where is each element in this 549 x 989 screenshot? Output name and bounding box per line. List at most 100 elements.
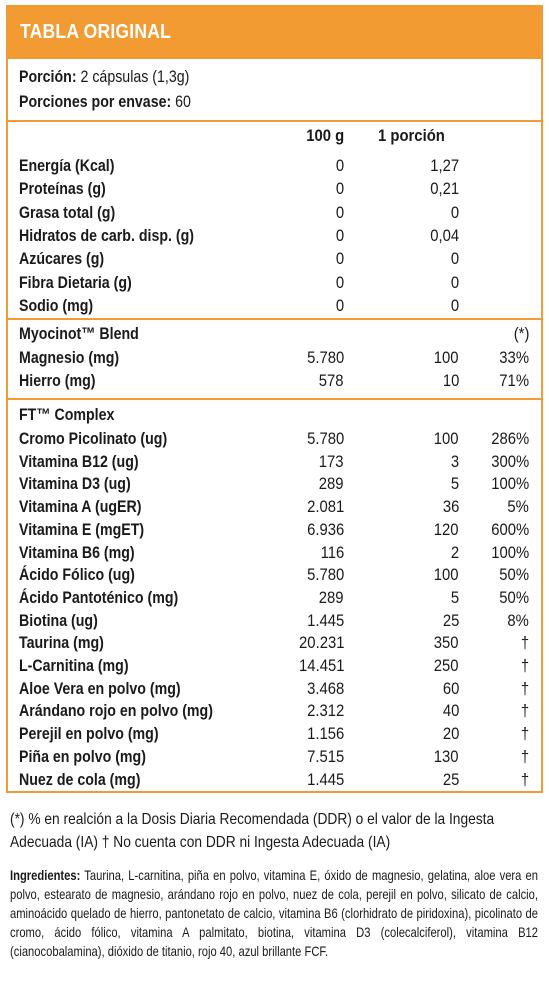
value-percent: 8%	[507, 611, 529, 630]
nutrient-name: Hidratos de carb. disp. (g)	[19, 226, 195, 245]
value-per-portion: 0	[450, 273, 459, 292]
ft-title-row: FT™ Complex	[8, 406, 541, 428]
value-per-100g: 0	[335, 273, 344, 292]
nutrient-name: Sodio (mg)	[19, 296, 94, 315]
value-per-portion: 0	[450, 250, 459, 269]
per-container-value: 60	[175, 93, 191, 111]
nutrient-name: Ácido Fólico (ug)	[19, 566, 135, 585]
value-per-portion: 40	[442, 702, 459, 721]
nutrient-name: Biotina (ug)	[19, 611, 98, 630]
value-per-portion: 250	[434, 657, 459, 675]
value-per-100g: 0	[335, 296, 344, 315]
value-per-100g: 14.451	[298, 657, 344, 675]
nutrition-row: Hidratos de carb. disp. (g) 0 0,04	[8, 227, 541, 249]
col-per100-header: 100 g	[306, 127, 344, 145]
value-per-portion: 36	[442, 498, 459, 517]
ingredients: Ingredientes: Taurina, L-carnitina, piña…	[10, 866, 538, 961]
value-per-100g: 2.312	[306, 702, 344, 721]
value-per-portion: 130	[434, 747, 459, 766]
value-percent: †	[520, 657, 529, 675]
ft-row: Ácido Fólico (ug) 5.780 100 50%	[8, 566, 541, 588]
nutrient-name: Vitamina E (mgET)	[19, 520, 145, 539]
ft-row: Arándano rojo en polvo (mg) 2.312 40 †	[8, 702, 541, 724]
ft-row: Piña en polvo (mg) 7.515 130 †	[8, 748, 541, 770]
nutrition-row: Azúcares (g) 0 0	[8, 250, 541, 272]
nutrition-section: 100 g 1 porción Energía (Kcal) 0 1,27 Prote…	[8, 120, 541, 320]
portion-label: Porción:	[19, 68, 77, 86]
nutrient-name: Hierro (mg)	[19, 371, 96, 390]
pct-header: (*)	[513, 325, 529, 343]
value-percent: †	[520, 725, 529, 744]
value-per-portion: 2	[450, 543, 459, 562]
nutrient-name: Arándano rojo en polvo (mg)	[19, 702, 213, 721]
value-per-100g: 116	[320, 543, 344, 562]
value-per-100g: 7.515	[306, 747, 344, 766]
ft-row: Vitamina A (ugER) 2.081 36 5%	[8, 498, 541, 520]
value-per-portion: 3	[450, 452, 459, 471]
value-percent: †	[520, 634, 529, 653]
value-per-portion: 25	[442, 611, 459, 630]
value-per-100g: 0	[335, 157, 344, 175]
nutrient-name: Vitamina B6 (mg)	[19, 543, 135, 562]
myocinot-row: Hierro (mg) 578 10 71%	[8, 372, 541, 394]
value-per-portion: 60	[442, 679, 459, 698]
portion-value: 2 cápsulas (1,3g)	[80, 68, 190, 86]
nutrition-row: Sodio (mg) 0 0	[8, 297, 541, 319]
value-percent: 33%	[499, 349, 529, 367]
serving-section: Porción: 2 cápsulas (1,3g) Porciones por…	[8, 57, 541, 122]
nutrient-name: Vitamina A (ugER)	[19, 498, 142, 517]
nutrient-name: Fibra Dietaria (g)	[19, 273, 132, 292]
value-percent: 286%	[491, 430, 529, 448]
value-per-portion: 10	[442, 371, 459, 390]
value-per-100g: 1.445	[306, 611, 344, 630]
value-per-portion: 0	[450, 203, 459, 222]
ft-row: Vitamina B12 (ug) 173 3 300%	[8, 453, 541, 475]
value-per-portion: 100	[434, 349, 459, 367]
nutrient-name: Aloe Vera en polvo (mg)	[19, 679, 181, 698]
ingredients-text: Taurina, L-carnitina, piña en polvo, vit…	[10, 867, 538, 959]
value-per-100g: 173	[319, 452, 344, 471]
value-per-portion: 1,27	[430, 157, 459, 175]
value-per-portion: 0,21	[430, 180, 459, 199]
value-per-portion: 0,04	[430, 226, 459, 245]
table-title: TABLA ORIGINAL	[20, 20, 172, 43]
value-percent: †	[520, 747, 529, 766]
ft-row: Vitamina E (mgET) 6.936 120 600%	[8, 521, 541, 543]
value-per-100g: 5.780	[306, 566, 344, 585]
myocinot-row: Magnesio (mg) 5.780 100 33%	[8, 349, 541, 371]
value-per-100g: 1.156	[306, 725, 344, 744]
value-per-100g: 289	[319, 475, 344, 494]
value-per-100g: 5.780	[306, 430, 344, 448]
nutrient-name: Proteínas (g)	[19, 180, 106, 199]
value-percent: †	[520, 702, 529, 721]
table-header: TABLA ORIGINAL	[8, 7, 541, 57]
nutrition-row: Energía (Kcal) 0 1,27	[8, 157, 541, 179]
value-per-100g: 0	[335, 250, 344, 269]
nutrient-name: Ácido Pantoténico (mg)	[19, 588, 179, 607]
value-per-portion: 350	[434, 634, 459, 653]
value-per-portion: 100	[434, 566, 459, 585]
per-container-line: Porciones por envase: 60	[19, 93, 191, 112]
myocinot-title: Myocinot™ Blend	[19, 325, 139, 343]
value-per-100g: 3.468	[306, 679, 344, 698]
myocinot-title-row: Myocinot™ Blend (*)	[8, 325, 541, 347]
nutrient-name: Piña en polvo (mg)	[19, 747, 146, 766]
value-percent: †	[520, 770, 529, 789]
value-per-100g: 6.936	[306, 520, 344, 539]
ft-row: Vitamina D3 (ug) 289 5 100%	[8, 475, 541, 497]
value-per-portion: 20	[442, 725, 459, 744]
value-per-portion: 5	[450, 475, 459, 494]
value-per-100g: 289	[319, 588, 344, 607]
value-percent: 300%	[491, 452, 529, 471]
value-percent: 50%	[499, 588, 529, 607]
ingredients-block: Ingredientes: Taurina, L-carnitina, piña…	[10, 866, 538, 961]
value-per-100g: 20.231	[298, 634, 344, 653]
nutrient-name: Azúcares (g)	[19, 250, 105, 269]
value-percent: 100%	[491, 543, 529, 562]
nutrition-row: Fibra Dietaria (g) 0 0	[8, 274, 541, 296]
value-percent: 50%	[499, 566, 529, 585]
ft-row: Cromo Picolinato (ug) 5.780 100 286%	[8, 430, 541, 452]
value-per-portion: 120	[434, 520, 459, 539]
footnote-text: (*) % en realción a la Dosis Diaria Reco…	[10, 811, 495, 851]
value-per-100g: 0	[335, 180, 344, 199]
